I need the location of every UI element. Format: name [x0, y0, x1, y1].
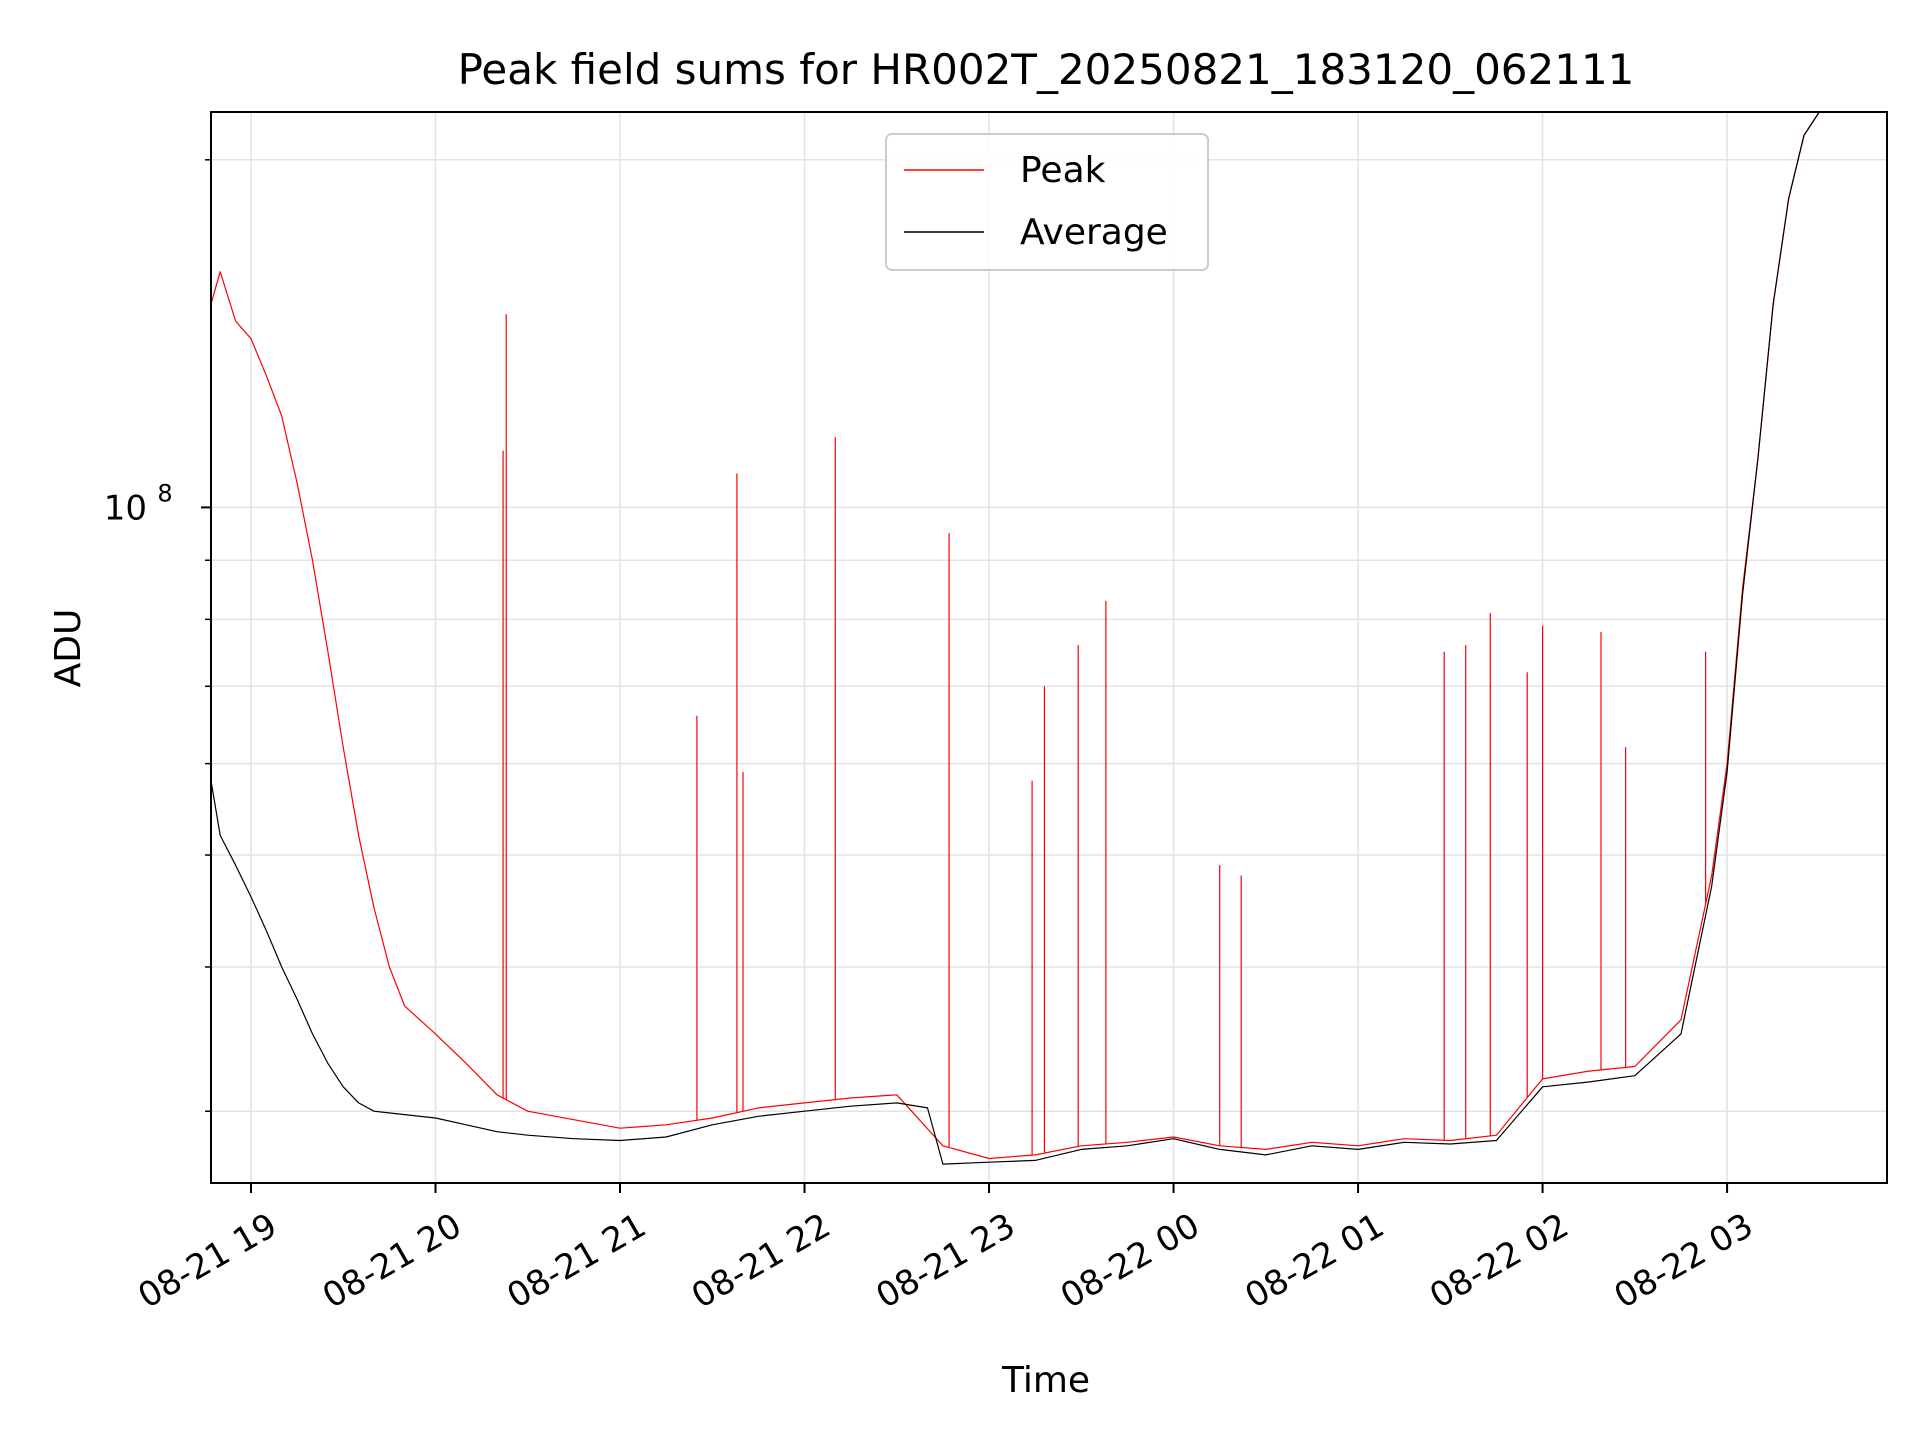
legend-peak-label: Peak	[1020, 150, 1106, 191]
legend: Peak Average	[885, 133, 1209, 271]
legend-box	[885, 133, 1209, 271]
y-tick-label: 10	[104, 488, 147, 528]
legend-average-label: Average	[1020, 212, 1168, 253]
y-tick-exponent: 8	[157, 479, 172, 507]
peak-series-line	[210, 111, 1887, 1160]
series-layer	[210, 111, 1887, 1165]
plot-frame	[210, 111, 1888, 1184]
y-axis-label: ADU	[48, 609, 89, 688]
chart-title: Peak field sums for HR002T_20250821_1831…	[458, 45, 1635, 94]
average-series-line	[210, 111, 1887, 1165]
gridlines	[211, 112, 1887, 1183]
y-axis-ticks: 10 8	[104, 159, 211, 1112]
x-axis-label: Time	[1001, 1360, 1090, 1401]
